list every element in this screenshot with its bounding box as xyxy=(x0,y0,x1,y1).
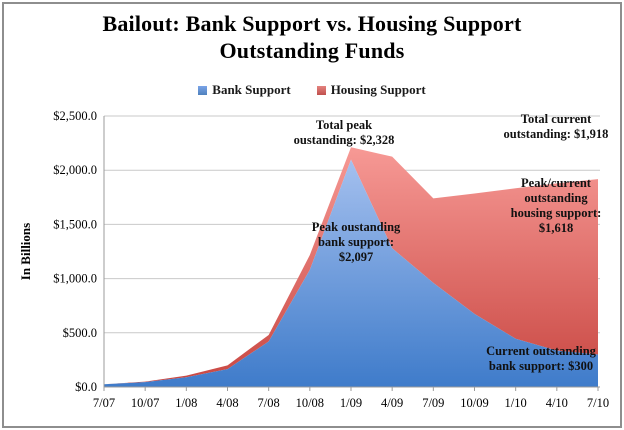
svg-text:$500.0: $500.0 xyxy=(63,326,97,340)
svg-text:7/10: 7/10 xyxy=(587,396,609,410)
housing-support-swatch-icon xyxy=(316,85,326,95)
svg-text:4/08: 4/08 xyxy=(216,396,238,410)
svg-text:$0.0: $0.0 xyxy=(75,380,97,394)
svg-text:7/08: 7/08 xyxy=(258,396,280,410)
svg-text:$1,500.0: $1,500.0 xyxy=(53,217,97,231)
axes xyxy=(103,116,600,391)
svg-text:1/10: 1/10 xyxy=(505,396,527,410)
svg-text:4/09: 4/09 xyxy=(381,396,403,410)
svg-text:$2,000.0: $2,000.0 xyxy=(53,163,97,177)
svg-text:10/09: 10/09 xyxy=(460,396,488,410)
area-series xyxy=(104,147,598,387)
bank-support-swatch-icon xyxy=(198,85,208,95)
legend: Bank Support Housing Support xyxy=(0,82,624,98)
svg-text:10/08: 10/08 xyxy=(296,396,324,410)
legend-item-bank-support: Bank Support xyxy=(198,82,291,98)
svg-text:$1,000.0: $1,000.0 xyxy=(53,272,97,286)
svg-text:$2,500.0: $2,500.0 xyxy=(53,109,97,123)
svg-text:7/09: 7/09 xyxy=(422,396,444,410)
legend-item-housing-support: Housing Support xyxy=(316,82,426,98)
legend-label: Bank Support xyxy=(212,82,291,97)
chart-title: Bailout: Bank Support vs. Housing Suppor… xyxy=(102,11,522,63)
svg-text:4/10: 4/10 xyxy=(546,396,568,410)
svg-text:7/07: 7/07 xyxy=(93,396,115,410)
svg-text:10/07: 10/07 xyxy=(131,396,159,410)
svg-text:1/09: 1/09 xyxy=(340,396,362,410)
svg-text:1/08: 1/08 xyxy=(175,396,197,410)
legend-label: Housing Support xyxy=(330,82,426,97)
axis-labels: $0.0 $500.0 $1,000.0 $1,500.0 $2,000.0 $2,500… xyxy=(18,109,609,410)
svg-text:In Billions: In Billions xyxy=(18,223,33,280)
